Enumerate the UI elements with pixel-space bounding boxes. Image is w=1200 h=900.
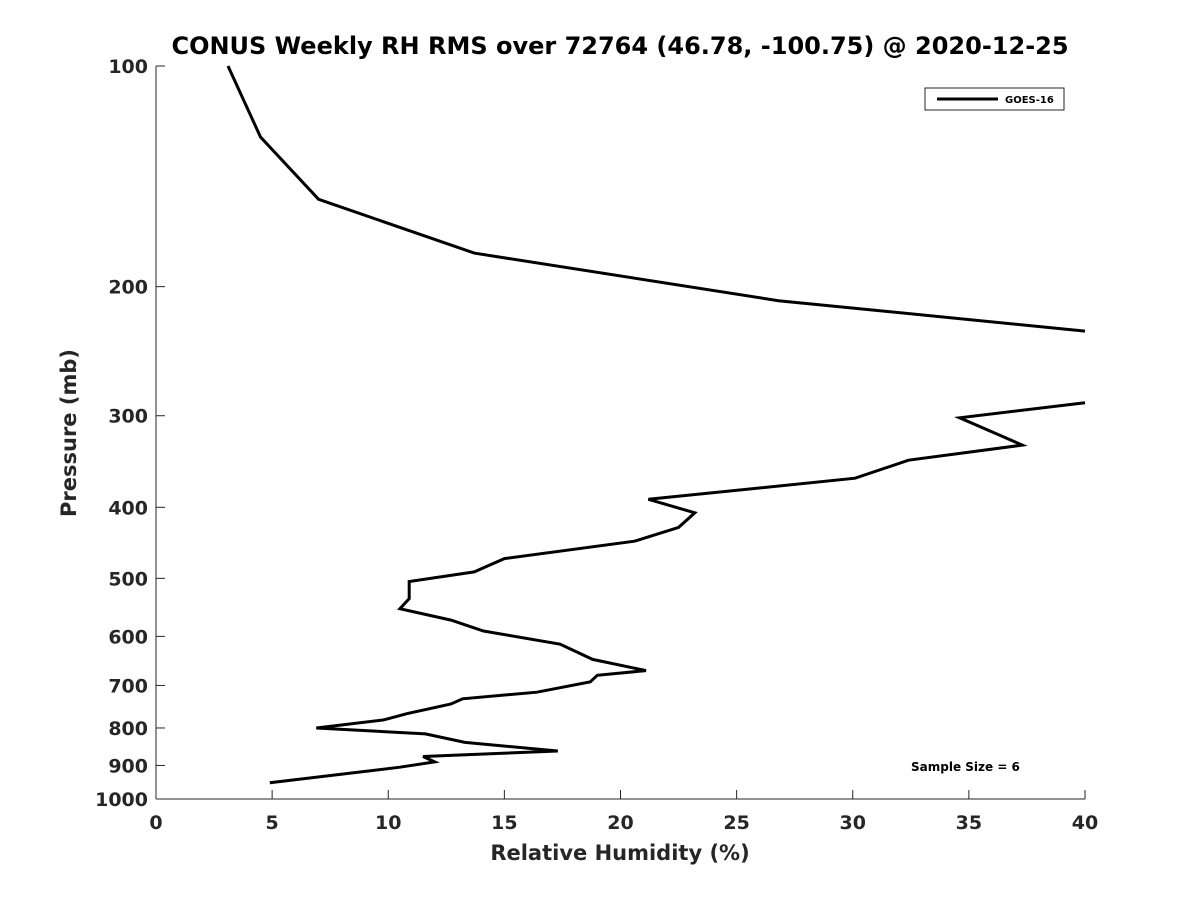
sample-size-annotation: Sample Size = 6: [911, 760, 1020, 774]
x-tick-label: 15: [491, 812, 517, 834]
x-tick-label: 35: [956, 812, 982, 834]
series-layer: [226, 65, 1086, 785]
legend-label: GOES-16: [1005, 95, 1054, 106]
y-tick-label: 400: [108, 497, 148, 519]
x-tick-label: 0: [149, 812, 162, 834]
legend: GOES-16: [924, 87, 1065, 111]
y-tick-label: 800: [108, 718, 148, 740]
series-line-goes-16-segment-2: [269, 401, 1086, 785]
x-tick-label: 10: [375, 812, 401, 834]
y-tick-label: 700: [108, 675, 148, 697]
y-tick-label: 100: [108, 56, 148, 78]
x-tick-label: 40: [1072, 812, 1098, 834]
x-tick-label: 20: [607, 812, 633, 834]
y-tick-label: 300: [108, 406, 148, 428]
plot-area: 0 5 10 15 20 25 30 35 40 100 200 300 400 500 600 700 80…: [95, 56, 1098, 834]
y-tick-label: 600: [108, 626, 148, 648]
chart-title: CONUS Weekly RH RMS over 72764 (46.78, -…: [171, 32, 1068, 60]
y-tick-label: 500: [108, 568, 148, 590]
y-tick-label: 200: [108, 277, 148, 299]
x-tick-label: 25: [723, 812, 749, 834]
series-line-goes-16-segment-1: [226, 65, 1086, 333]
y-axis-label: Pressure (mb): [57, 349, 81, 517]
x-axis-label: Relative Humidity (%): [490, 841, 749, 865]
y-ticks: 100 200 300 400 500 600 700 800 900 1000: [95, 56, 165, 811]
x-ticks: 0 5 10 15 20 25 30 35 40: [149, 790, 1098, 834]
y-tick-label: 1000: [95, 789, 148, 811]
y-tick-label: 900: [108, 755, 148, 777]
x-tick-label: 30: [840, 812, 866, 834]
x-tick-label: 5: [266, 812, 279, 834]
